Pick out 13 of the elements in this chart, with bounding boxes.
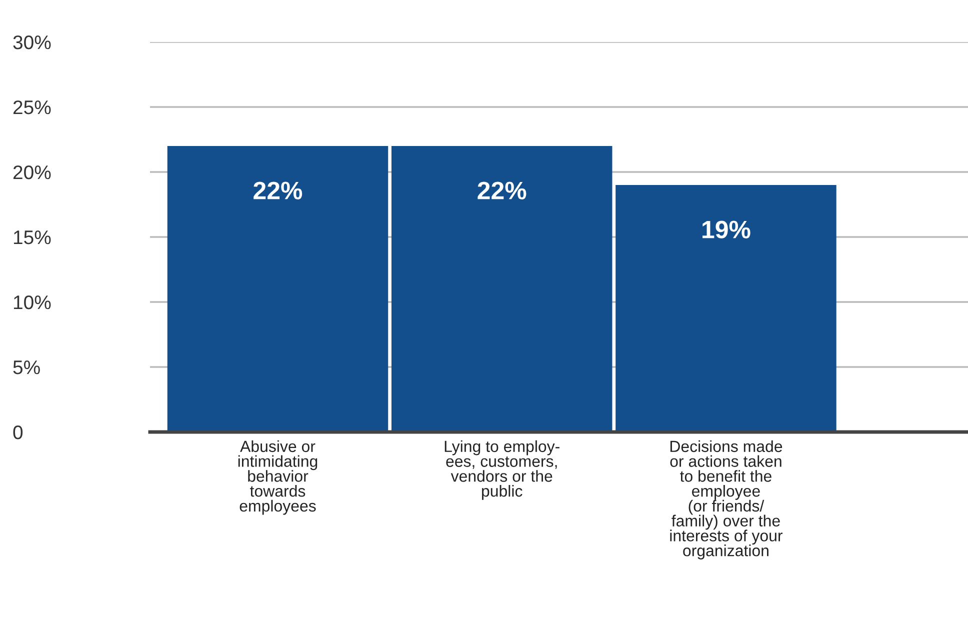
data-label: 22% — [478, 182, 526, 200]
x-tick-label: Lying to employ- ees, customers, vendors or the public — [444, 440, 560, 500]
data-label: 22% — [254, 182, 302, 200]
x-tick-label: Abusive or intimidating behavior towards employees — [238, 440, 318, 515]
y-tick-label: 20% — [13, 165, 51, 180]
y-tick-label: 15% — [14, 230, 51, 244]
y-tick-label: 25% — [13, 100, 51, 114]
x-tick-label: Decisions made or actions taken to benefit the employee (or friends/ family) over the interests of your organization — [670, 440, 783, 560]
data-label: 19% — [702, 220, 750, 238]
y-tick-label: 0 — [13, 425, 23, 440]
y-tick-label: 5% — [13, 360, 40, 374]
y-tick-label: 10% — [14, 295, 51, 310]
y-tick-label: 30% — [13, 35, 51, 50]
